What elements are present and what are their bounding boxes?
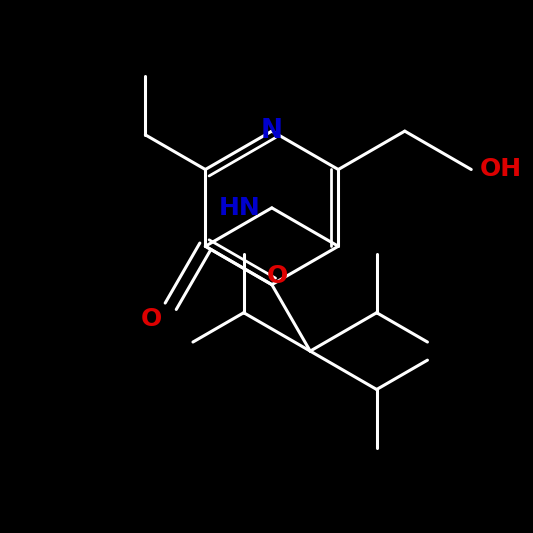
Text: OH: OH xyxy=(480,157,522,182)
Text: O: O xyxy=(266,264,288,288)
Text: HN: HN xyxy=(219,196,261,220)
Text: N: N xyxy=(261,118,283,144)
Text: O: O xyxy=(141,307,162,331)
